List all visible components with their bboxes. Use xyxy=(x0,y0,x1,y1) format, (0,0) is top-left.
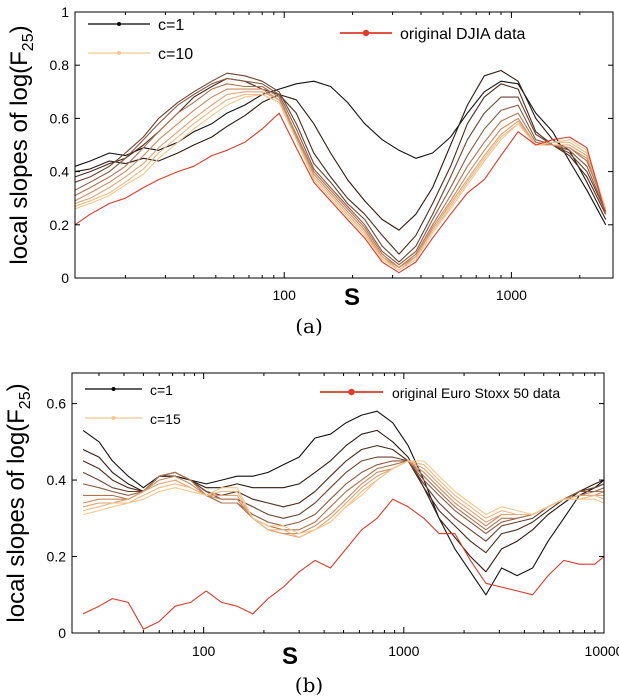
legend-marker xyxy=(362,29,370,37)
y-tick-label: 0.6 xyxy=(47,396,67,412)
series-line-2 xyxy=(82,445,605,554)
y-tick-label: 0.4 xyxy=(47,472,67,488)
legend-label: c=10 xyxy=(158,46,193,63)
panel-caption: (a) xyxy=(295,314,323,338)
series-line-0 xyxy=(82,410,605,596)
legend-marker xyxy=(348,388,355,396)
y-axis-label: local slopes of log(F25) xyxy=(6,25,37,264)
y-tick-label: 0.4 xyxy=(50,164,70,180)
series-line-6 xyxy=(82,460,605,535)
y-tick-label: 0.2 xyxy=(47,549,67,565)
y-tick-label: 0 xyxy=(61,270,69,286)
series-line-9 xyxy=(82,460,605,535)
panel-a: 0 0.2 0.4 0.6 0.8 1 100 1000 local slopes of log… xyxy=(6,4,614,338)
series-line-6 xyxy=(74,88,607,268)
legend-label: c=15 xyxy=(150,411,181,427)
series-line-4 xyxy=(74,77,607,266)
legend-marker xyxy=(117,51,121,55)
series-line-2 xyxy=(74,77,607,255)
series-line-7 xyxy=(74,91,607,271)
x-axis-label: S xyxy=(282,643,298,670)
series-line-3 xyxy=(82,456,605,542)
legend-label: c=1 xyxy=(150,382,173,398)
series-line-1 xyxy=(82,429,605,573)
x-axis-label: S xyxy=(344,284,360,311)
legend-label: c=1 xyxy=(158,17,184,34)
series-line-10 xyxy=(82,498,605,630)
x-tick-label: 100 xyxy=(273,287,297,303)
y-tick-label: 0.6 xyxy=(50,110,70,126)
x-tick-label: 1000 xyxy=(496,287,527,303)
x-tick-label: 1000 xyxy=(388,643,419,659)
legend-marker xyxy=(111,387,116,391)
panel-b: 0 0.2 0.4 0.6 100 1000 10000 local slopes of lo… xyxy=(3,372,619,697)
plot-frame xyxy=(71,372,605,634)
legend-label: original Euro Stoxx 50 data xyxy=(392,385,560,401)
y-axis-label: local slopes of log(F25) xyxy=(3,383,34,622)
x-tick-label: 100 xyxy=(192,643,216,659)
x-tick-label: 10000 xyxy=(585,643,619,659)
series-line-5 xyxy=(83,460,604,531)
series-line-4 xyxy=(82,460,605,535)
series-line-1 xyxy=(74,69,607,231)
panel-caption: (b) xyxy=(295,673,323,697)
y-tick-label: 1 xyxy=(61,4,69,20)
y-tick-label: 0 xyxy=(58,625,66,641)
legend-label: original DJIA data xyxy=(400,26,526,43)
series-line-3 xyxy=(74,72,607,263)
legend-marker xyxy=(117,22,121,26)
series-line-9 xyxy=(74,93,607,271)
plot-frame xyxy=(74,11,614,279)
y-tick-label: 0.8 xyxy=(50,57,70,73)
y-tick-label: 0.2 xyxy=(50,217,70,233)
series-line-10 xyxy=(74,112,607,274)
series-line-0 xyxy=(74,80,607,226)
legend-marker xyxy=(111,416,116,420)
series-line-5 xyxy=(74,83,607,268)
